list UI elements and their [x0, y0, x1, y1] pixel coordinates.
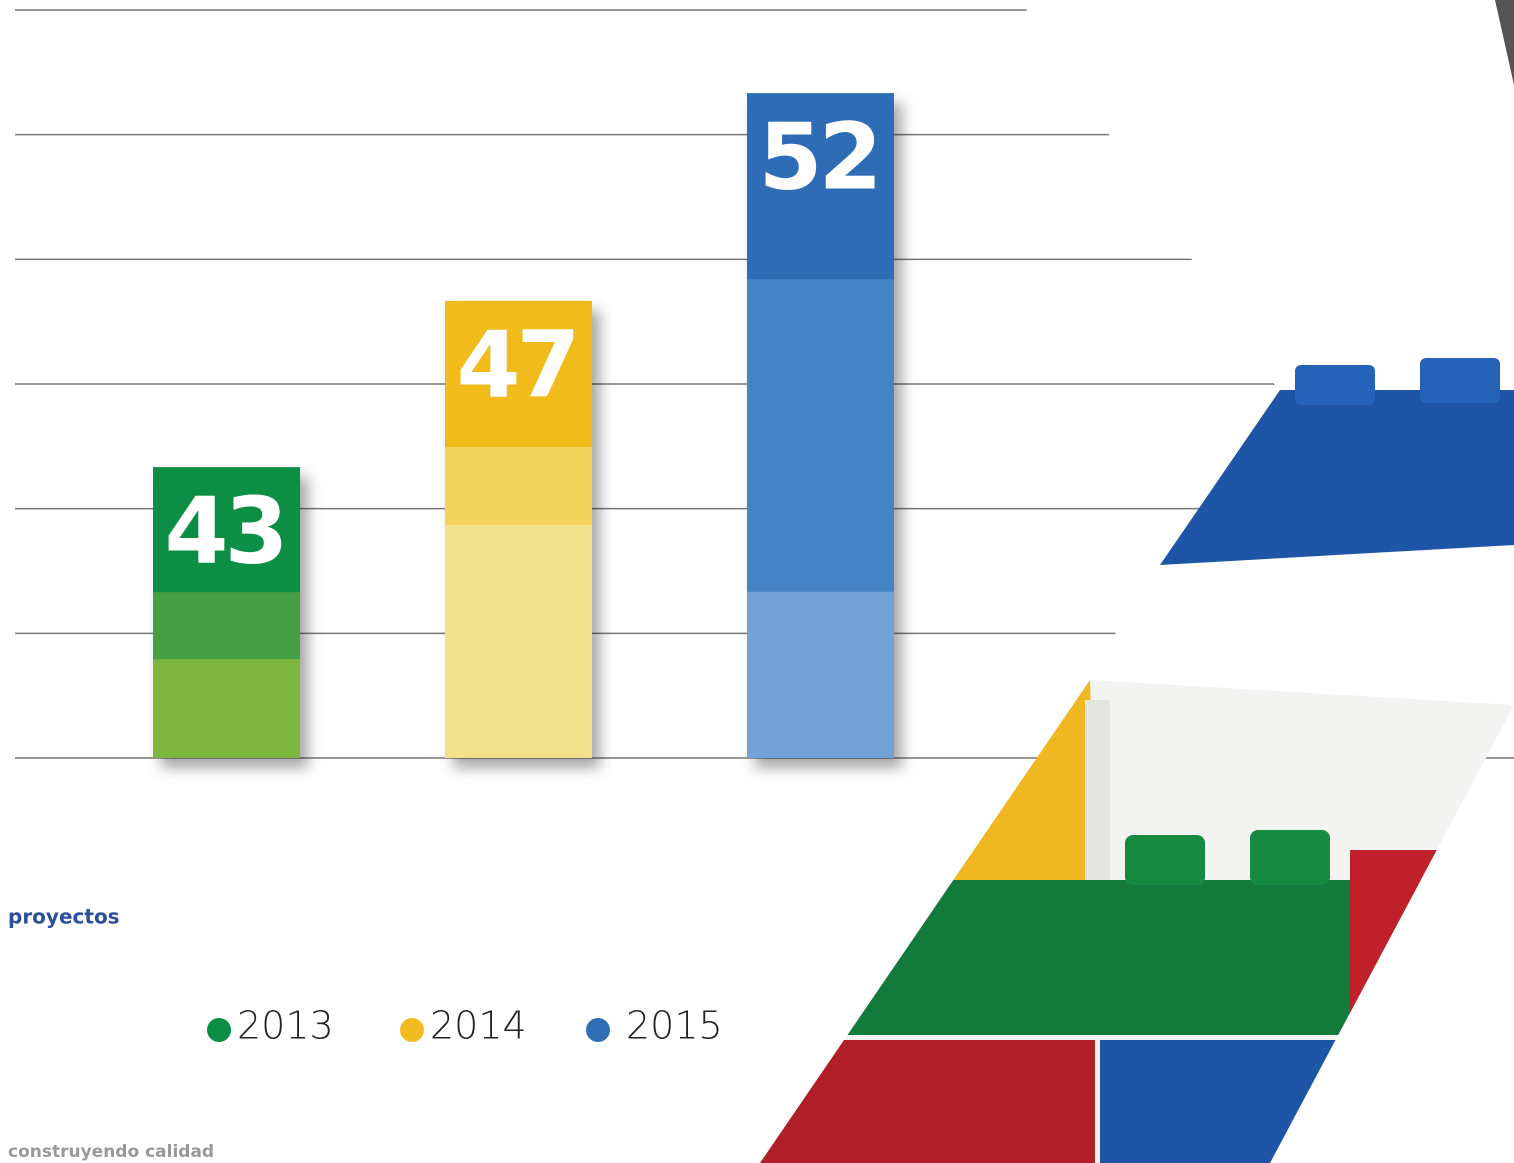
- legend-marker: [586, 1018, 610, 1042]
- footer: construyendo calidad: [8, 1142, 214, 1162]
- y-label: proyectos: [8, 905, 120, 929]
- legend-marker: [207, 1018, 231, 1042]
- legend-label: 2015: [626, 1004, 723, 1048]
- legend-marker: [400, 1018, 424, 1042]
- bar-shade: [445, 525, 592, 758]
- data-label: 43: [164, 477, 284, 584]
- legend-label: 2013: [237, 1004, 334, 1048]
- chart: 43 47 52 proyectos construyendo calidad 20…: [0, 0, 1514, 1163]
- data-label: 47: [456, 311, 576, 418]
- bar-shade: [153, 659, 300, 758]
- bars: 43 47 52: [153, 93, 894, 758]
- legend-label: 2014: [430, 1004, 527, 1048]
- data-label: 52: [758, 103, 878, 210]
- legend: 2013 2014 2015: [207, 1004, 723, 1048]
- bar-shade: [747, 592, 894, 758]
